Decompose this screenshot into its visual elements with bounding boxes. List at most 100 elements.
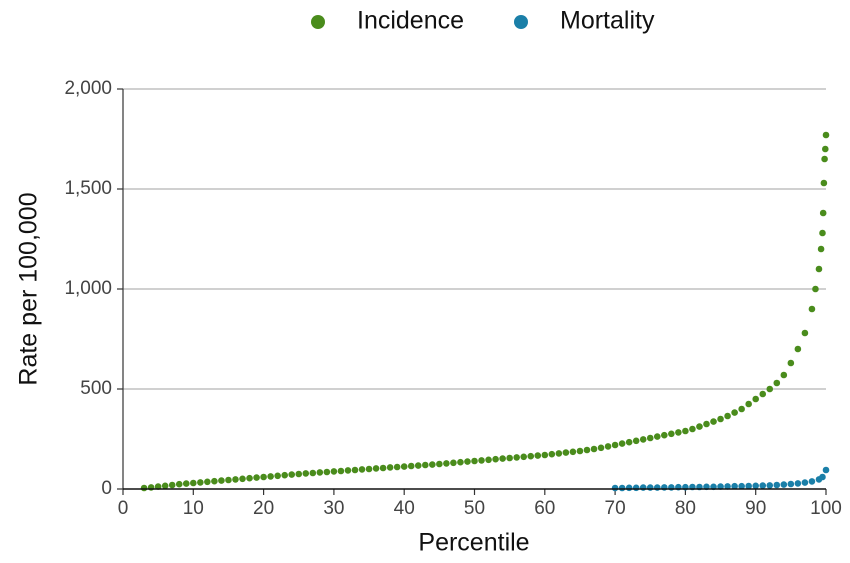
data-point — [625, 484, 633, 492]
data-point — [822, 131, 830, 139]
data-point — [421, 461, 429, 469]
data-point — [344, 467, 352, 474]
data-point — [696, 423, 703, 430]
data-point — [436, 460, 443, 468]
data-point — [817, 245, 825, 253]
data-point — [168, 481, 176, 489]
data-point — [464, 458, 471, 465]
data-point — [190, 479, 197, 487]
data-point — [267, 473, 274, 480]
data-point — [618, 484, 626, 492]
data-point — [569, 448, 577, 456]
data-point — [738, 482, 745, 490]
data-point — [562, 449, 570, 456]
data-point — [819, 473, 826, 481]
data-point — [724, 483, 731, 490]
data-point — [766, 385, 774, 393]
data-point — [358, 466, 366, 473]
data-point — [478, 457, 485, 464]
data-point — [759, 482, 767, 489]
data-point — [618, 440, 626, 447]
data-point — [506, 454, 513, 462]
data-point — [801, 329, 809, 337]
data-point — [819, 229, 826, 237]
data-point — [211, 477, 218, 485]
data-point — [682, 427, 689, 435]
data-point — [820, 179, 828, 187]
data-point — [738, 405, 745, 413]
data-point — [232, 476, 239, 483]
data-point — [450, 459, 457, 467]
data-point — [513, 454, 520, 461]
y-tick-label: 1,500 — [64, 178, 112, 199]
data-point — [548, 450, 556, 458]
data-point — [379, 464, 387, 472]
data-point — [337, 467, 345, 475]
data-point — [752, 482, 759, 490]
data-point — [161, 482, 169, 490]
x-axis-title: Percentile — [418, 529, 529, 557]
data-point — [429, 461, 436, 468]
x-tick-label: 80 — [675, 498, 696, 519]
x-tick-label: 90 — [745, 498, 766, 519]
data-point — [812, 285, 819, 293]
data-point — [661, 431, 668, 439]
data-point — [407, 462, 415, 470]
data-point — [590, 445, 598, 453]
y-tick-label: 0 — [101, 478, 112, 499]
data-point — [808, 478, 816, 485]
data-point — [309, 469, 317, 477]
data-point — [724, 412, 731, 420]
data-point — [323, 468, 331, 476]
data-point — [780, 371, 788, 379]
legend-marker — [514, 15, 528, 29]
data-point — [351, 466, 359, 474]
data-point — [717, 415, 724, 423]
data-point — [457, 458, 464, 466]
data-point — [773, 481, 781, 489]
data-point — [808, 305, 816, 313]
x-tick-label: 0 — [118, 498, 129, 519]
data-point — [260, 473, 267, 481]
data-point — [288, 471, 296, 478]
data-point — [745, 482, 752, 490]
data-point — [225, 476, 232, 484]
x-tick-label: 70 — [605, 498, 626, 519]
data-point — [745, 400, 752, 408]
data-point — [281, 471, 288, 479]
data-point — [204, 478, 211, 486]
data-point — [492, 455, 499, 463]
data-point — [534, 452, 542, 459]
data-point — [731, 482, 738, 490]
data-point — [218, 477, 225, 484]
data-point — [253, 474, 260, 481]
data-point — [611, 441, 619, 449]
data-point — [597, 444, 605, 452]
data-point — [555, 450, 563, 457]
x-tick-label: 20 — [253, 498, 274, 519]
data-point — [780, 481, 788, 488]
data-point — [274, 472, 281, 480]
data-point — [773, 379, 781, 387]
data-point — [815, 265, 823, 273]
data-point — [443, 460, 450, 467]
data-point — [653, 433, 661, 440]
data-point — [386, 464, 394, 471]
data-point — [794, 345, 802, 353]
data-point — [787, 359, 795, 367]
data-point — [794, 480, 802, 487]
data-point — [632, 437, 640, 445]
data-point — [821, 145, 829, 153]
data-point — [295, 470, 303, 478]
data-point — [801, 479, 809, 486]
data-point — [527, 452, 535, 460]
data-point — [175, 480, 183, 488]
data-point — [365, 465, 373, 473]
data-point — [646, 434, 654, 442]
y-tick-label: 1,000 — [64, 278, 112, 299]
data-point — [239, 475, 246, 483]
data-point — [400, 463, 408, 470]
data-point — [372, 465, 380, 472]
data-point — [485, 456, 492, 464]
legend-label: Incidence — [357, 7, 464, 35]
